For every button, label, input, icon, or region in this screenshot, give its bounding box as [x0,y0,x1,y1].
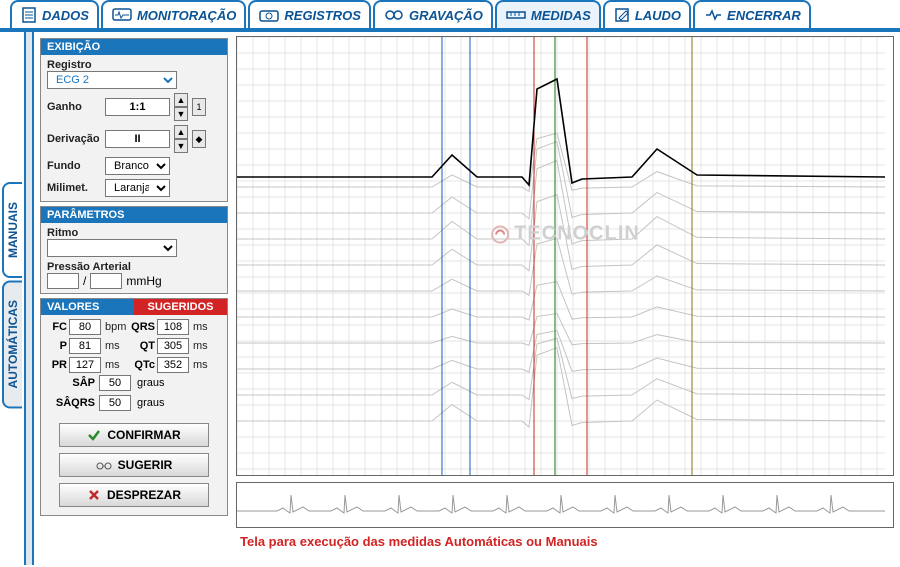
side-tab-manuais[interactable]: MANUAIS [2,182,22,278]
saqrs-unit: graus [137,397,177,409]
fc-label: FC [45,321,67,333]
tab-label: MEDIDAS [531,8,591,23]
panel-header: EXIBIÇÃO [41,39,227,55]
close-icon [703,6,723,24]
qtc-label: QTc [127,359,155,371]
record-icon [383,6,405,24]
derivacao-label: Derivação [47,133,101,145]
tab-medidas[interactable]: MEDIDAS [495,0,601,28]
fundo-select[interactable]: Branco [105,157,170,175]
tab-monitoracao[interactable]: MONITORAÇÃO [101,0,246,28]
ganho-down-btn[interactable]: ▼ [174,107,188,121]
monitor-icon [111,6,133,24]
fc-input[interactable] [69,319,101,335]
chart-mini[interactable] [236,482,894,528]
pressao-dia-input[interactable] [90,273,122,289]
glasses-icon [96,458,112,472]
caption: Tela para execução das medidas Automátic… [236,528,894,549]
valores-header: VALORES SUGERIDOS [41,299,227,315]
qt-unit: ms [193,340,213,352]
milimet-label: Milimet. [47,182,101,194]
tab-label: GRAVAÇÃO [409,8,483,23]
btn-label: DESPREZAR [107,488,181,502]
top-tab-bar: DADOS MONITORAÇÃO REGISTROS GRAVAÇÃO MED… [0,0,900,30]
confirm-button[interactable]: CONFIRMAR [59,423,209,447]
pressao-sep: / [83,274,86,288]
p-unit: ms [105,340,125,352]
panel-exibicao: EXIBIÇÃO Registro ECG 2 Ganho 1:1 ▲ ▼ 1 [40,38,228,202]
valores-header-right: SUGERIDOS [134,299,227,315]
tab-gravacao[interactable]: GRAVAÇÃO [373,0,493,28]
pressao-unit: mmHg [126,274,161,288]
fundo-label: Fundo [47,160,101,172]
qtc-unit: ms [193,359,213,371]
ganho-label: Ganho [47,101,101,113]
side-tab-label: MANUAIS [6,202,20,258]
panel-valores: VALORES SUGERIDOS FC bpm QRS ms P ms QT … [40,298,228,516]
edit-icon [613,6,631,24]
pressao-sys-input[interactable] [47,273,79,289]
p-label: P [45,340,67,352]
qrs-label: QRS [127,321,155,333]
ganho-value[interactable]: 1:1 [105,98,170,116]
left-panel: EXIBIÇÃO Registro ECG 2 Ganho 1:1 ▲ ▼ 1 [34,32,234,565]
ruler-icon [505,6,527,24]
saqrs-label: SÂQRS [45,397,95,409]
panel-header: PARÂMETROS [41,207,227,223]
tab-dados[interactable]: DADOS [10,0,99,28]
camera-icon [258,6,280,24]
tab-registros[interactable]: REGISTROS [248,0,371,28]
pressao-label: Pressão Arterial [47,261,221,273]
document-icon [20,6,38,24]
tab-laudo[interactable]: LAUDO [603,0,691,28]
pr-unit: ms [105,359,125,371]
milimet-select[interactable]: Laranja [105,179,170,197]
chart-main[interactable]: TECNOCLIN [236,36,894,476]
side-tab-automaticas[interactable]: AUTOMÁTICAS [2,280,22,408]
ganho-mult-btn[interactable]: 1 [192,98,206,116]
panel-parametros: PARÂMETROS Ritmo Pressão Arterial / mmHg [40,206,228,294]
registro-select[interactable]: ECG 2 [47,71,177,89]
valores-header-left: VALORES [41,299,134,315]
derivacao-value[interactable]: II [105,130,170,148]
tab-encerrar[interactable]: ENCERRAR [693,0,811,28]
suggest-button[interactable]: SUGERIR [59,453,209,477]
sap-label: SÂP [45,377,95,389]
p-input[interactable] [69,338,101,354]
tab-label: MONITORAÇÃO [137,8,236,23]
side-tab-label: AUTOMÁTICAS [6,300,20,388]
qt-input[interactable] [157,338,189,354]
x-icon [87,488,101,502]
derivacao-up-btn[interactable]: ▲ [174,125,188,139]
pr-label: PR [45,359,67,371]
ritmo-label: Ritmo [47,227,221,239]
sap-unit: graus [137,377,177,389]
qtc-input[interactable] [157,357,189,373]
chart-svg [237,37,885,476]
btn-label: SUGERIR [118,458,173,472]
check-icon [87,428,101,442]
sap-input[interactable] [99,375,131,391]
ganho-up-btn[interactable]: ▲ [174,93,188,107]
tab-label: ENCERRAR [727,8,801,23]
qrs-input[interactable] [157,319,189,335]
tab-label: DADOS [42,8,89,23]
fc-unit: bpm [105,321,125,333]
btn-label: CONFIRMAR [107,428,180,442]
qrs-unit: ms [193,321,213,333]
side-tab-bar: MANUAIS AUTOMÁTICAS [0,32,24,565]
tab-label: LAUDO [635,8,681,23]
saqrs-input[interactable] [99,395,131,411]
registro-label: Registro [47,59,221,71]
chart-area: TECNOCLIN Tela para execução das medidas… [234,32,900,565]
derivacao-all-btn[interactable]: ◆ [192,130,206,148]
ritmo-select[interactable] [47,239,177,257]
tab-label: REGISTROS [284,8,361,23]
discard-button[interactable]: DESPREZAR [59,483,209,507]
derivacao-down-btn[interactable]: ▼ [174,139,188,153]
pr-input[interactable] [69,357,101,373]
qt-label: QT [127,340,155,352]
mini-svg [237,483,885,528]
side-strip [24,32,34,565]
